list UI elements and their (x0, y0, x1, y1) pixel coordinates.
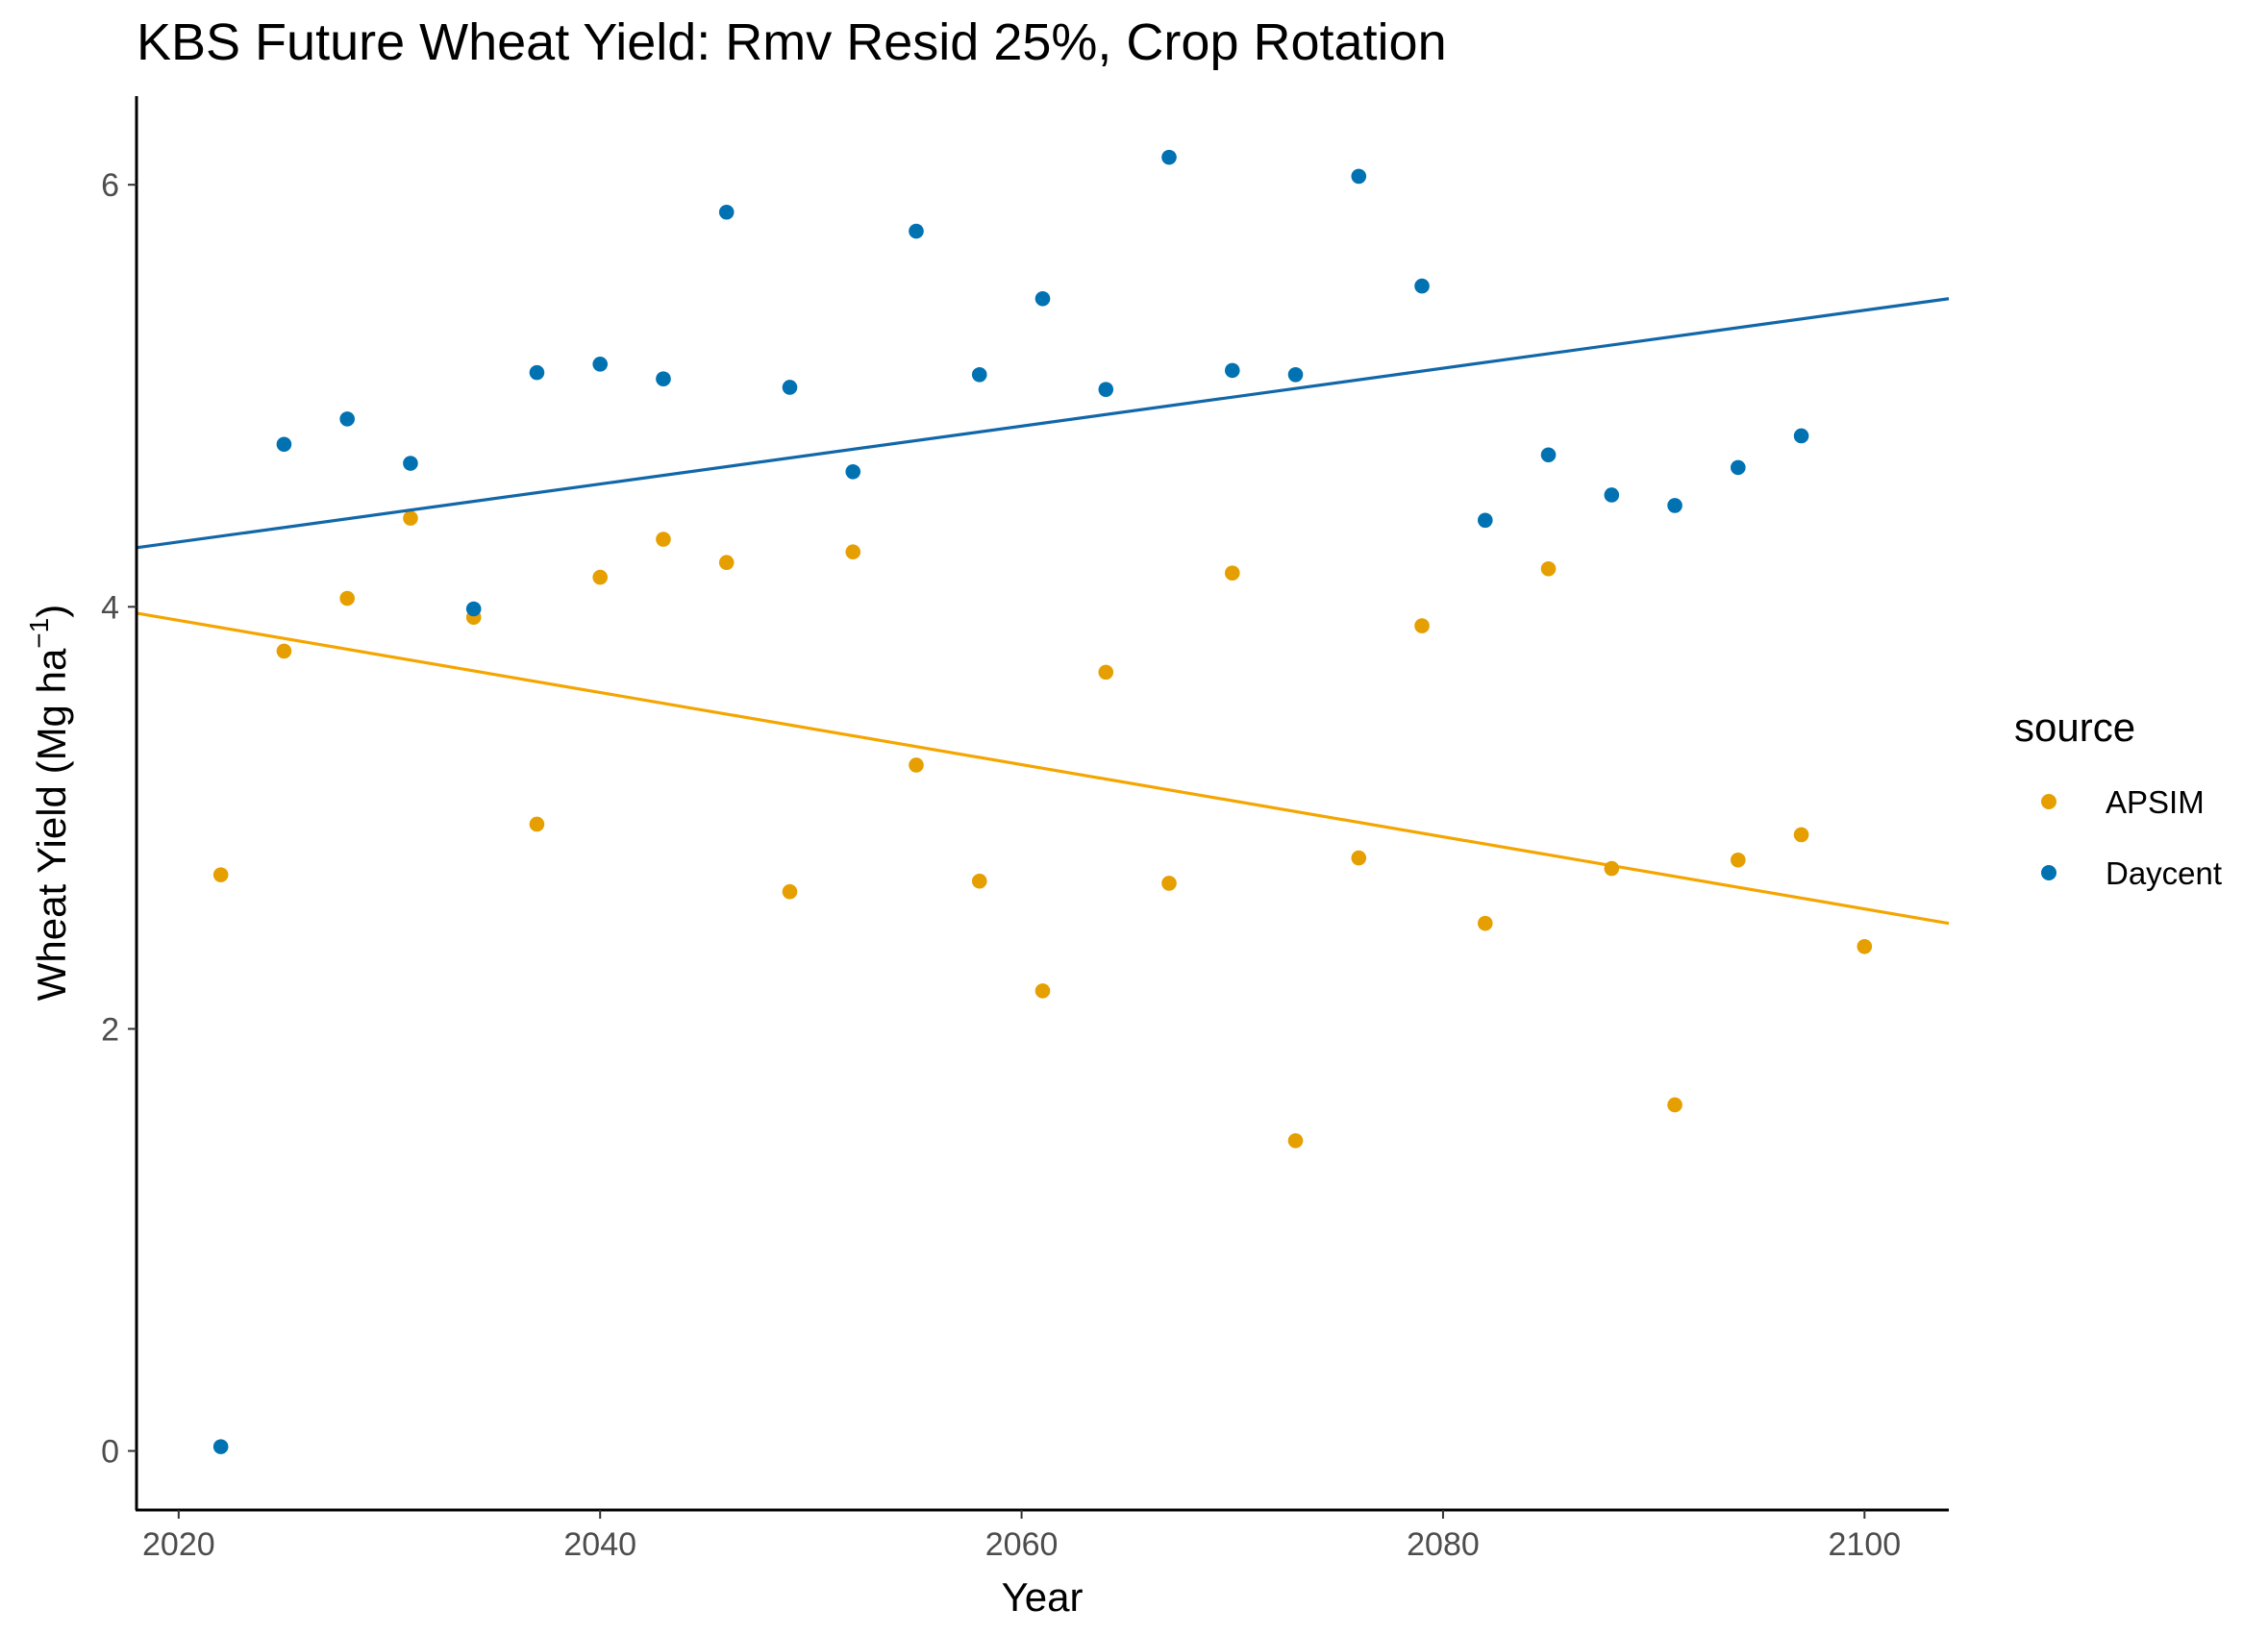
series-apsim (136, 510, 1950, 1149)
data-point-apsim (212, 867, 229, 882)
data-point-apsim (592, 569, 609, 585)
data-point-daycent (1414, 278, 1430, 294)
y-axis-title-main: Wheat Yield (Mg ha (29, 648, 74, 1001)
data-point-daycent (1287, 367, 1304, 383)
data-point-apsim (339, 590, 355, 607)
data-point-daycent (845, 464, 861, 480)
chart-title: KBS Future Wheat Yield: Rmv Resid 25%, C… (137, 13, 1447, 71)
y-tick-label: 0 (101, 1434, 119, 1471)
data-point-daycent (276, 436, 292, 453)
data-point-apsim (1098, 664, 1114, 681)
legend-label-daycent: Daycent (2106, 855, 2222, 891)
data-point-apsim (909, 757, 924, 773)
x-tick-label: 2100 (1829, 1526, 1902, 1563)
data-point-apsim (1351, 850, 1367, 866)
y-axis-title-superscript: −1 (24, 618, 54, 649)
data-point-daycent (718, 204, 735, 220)
data-point-daycent (782, 380, 798, 395)
legend-key-apsim (2041, 794, 2056, 809)
data-point-apsim (529, 816, 545, 832)
data-point-daycent (529, 364, 545, 381)
data-point-daycent (971, 367, 987, 383)
data-point-daycent (1477, 512, 1493, 529)
y-axis-title: Wheat Yield (Mg ha−1) (24, 605, 74, 1001)
data-point-daycent (1034, 290, 1051, 307)
data-point-daycent (1161, 149, 1177, 165)
x-tick-label: 2080 (1407, 1526, 1480, 1563)
x-axis-ticks: 2020 2040 2060 2080 2100 (142, 1510, 1901, 1563)
data-point-daycent (1667, 498, 1682, 513)
data-point-daycent (1604, 487, 1620, 503)
data-point-apsim (1604, 860, 1620, 877)
data-point-apsim (1667, 1097, 1682, 1113)
data-point-daycent (403, 456, 418, 471)
legend-title: source (2014, 705, 2135, 750)
x-tick-label: 2060 (985, 1526, 1059, 1563)
x-tick-label: 2040 (563, 1526, 636, 1563)
y-tick-label: 2 (101, 1011, 119, 1048)
data-point-daycent (465, 601, 482, 617)
data-point-apsim (1477, 915, 1493, 931)
data-point-apsim (1034, 983, 1051, 999)
trend-line-daycent (136, 297, 1950, 550)
x-axis-title: Year (1002, 1574, 1084, 1620)
data-point-daycent (339, 411, 355, 427)
data-point-apsim (1793, 827, 1809, 843)
data-point-apsim (656, 532, 671, 547)
data-point-daycent (656, 371, 671, 387)
data-point-apsim (1414, 618, 1430, 633)
data-point-daycent (592, 357, 609, 372)
data-point-apsim (1731, 852, 1746, 868)
x-tick-label: 2020 (142, 1526, 215, 1563)
data-point-apsim (782, 883, 798, 900)
y-axis-title-close: ) (29, 605, 74, 618)
data-point-daycent (909, 223, 924, 239)
legend-label-apsim: APSIM (2106, 784, 2205, 820)
legend: source APSIM Daycent (2014, 705, 2222, 891)
legend-key-daycent (2041, 865, 2056, 880)
data-point-daycent (1224, 362, 1240, 379)
y-axis-ticks: 0 2 4 6 (101, 167, 137, 1471)
data-point-apsim (403, 510, 418, 526)
data-point-apsim (1224, 565, 1240, 581)
trend-line-apsim (136, 611, 1950, 926)
y-tick-label: 4 (101, 589, 119, 626)
data-point-daycent (1793, 428, 1809, 444)
series-daycent (136, 149, 1950, 1454)
y-tick-label: 6 (101, 167, 119, 204)
data-point-daycent (1098, 382, 1114, 397)
data-point-daycent (212, 1439, 229, 1454)
data-point-apsim (845, 544, 861, 560)
data-point-apsim (971, 873, 987, 889)
data-point-apsim (1540, 560, 1557, 577)
data-point-apsim (276, 643, 292, 659)
data-point-apsim (718, 555, 735, 571)
data-point-daycent (1540, 447, 1557, 463)
data-point-apsim (1857, 938, 1873, 954)
data-point-apsim (1287, 1132, 1304, 1149)
plot-area (136, 149, 1950, 1454)
data-point-daycent (1731, 459, 1746, 476)
data-point-apsim (1161, 876, 1177, 891)
data-point-daycent (1351, 168, 1367, 185)
